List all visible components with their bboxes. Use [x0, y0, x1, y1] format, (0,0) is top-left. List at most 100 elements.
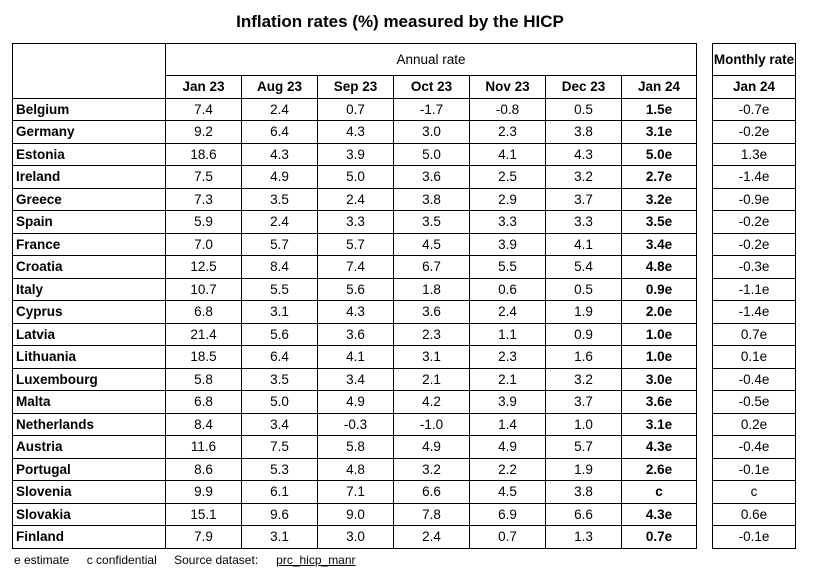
rate-cell: 2.1 — [393, 367, 470, 391]
rate-cell: 18.5 — [165, 345, 242, 369]
rate-cell: 3.3 — [545, 210, 622, 234]
rate-cell: 3.1e — [620, 120, 698, 144]
rate-cell: 7.4 — [165, 97, 242, 121]
rate-cell: 1.9 — [545, 457, 622, 481]
rate-cell: 0.7 — [317, 97, 394, 121]
rate-cell: 3.0 — [393, 120, 470, 144]
rate-cell: 15.1 — [165, 502, 242, 526]
column-header: Oct 23 — [393, 75, 470, 99]
rate-cell: 0.7e — [620, 525, 698, 549]
rate-cell: 2.6e — [620, 457, 698, 481]
rate-cell: 11.6 — [165, 435, 242, 459]
rate-cell: 3.2e — [620, 187, 698, 211]
rate-cell: 3.4 — [317, 367, 394, 391]
rate-cell: 2.4 — [469, 300, 546, 324]
rate-cell: 12.5 — [165, 255, 242, 279]
rate-cell: 1.0e — [620, 322, 698, 346]
rate-cell: 1.0 — [545, 412, 622, 436]
monthly-rate-header: Monthly rate — [712, 43, 796, 76]
table-row: -0.1e — [712, 525, 796, 549]
rate-cell: 3.2 — [545, 367, 622, 391]
monthly-rate-cell: -0.2e — [712, 120, 796, 144]
rate-cell: 5.5 — [241, 277, 318, 301]
table-row: Luxembourg 5.8 3.5 3.4 2.1 2.1 3.2 3.0e — [12, 367, 698, 391]
rate-cell: 21.4 — [165, 322, 242, 346]
rate-cell: 4.3 — [317, 120, 394, 144]
table-row: Greece 7.3 3.5 2.4 3.8 2.9 3.7 3.2e — [12, 187, 698, 211]
rate-cell: 3.0 — [317, 525, 394, 549]
monthly-rate-cell: -0.2e — [712, 210, 796, 234]
column-header: Jan 24 — [620, 75, 698, 99]
rate-cell: 5.7 — [241, 232, 318, 256]
rate-cell: 3.0e — [620, 367, 698, 391]
monthly-rate-cell: -0.1e — [712, 525, 796, 549]
table-row: -0.2e — [712, 232, 796, 256]
footer: e estimate c confidential Source dataset… — [14, 553, 370, 567]
country-name: Greece — [12, 187, 166, 211]
rate-cell: 18.6 — [165, 142, 242, 166]
rate-cell: 3.5e — [620, 210, 698, 234]
footer-confidential-note: c confidential — [86, 553, 157, 567]
monthly-rate-cell: -1.4e — [712, 165, 796, 189]
column-header: Dec 23 — [545, 75, 622, 99]
rate-cell: 0.7 — [469, 525, 546, 549]
rate-cell: 3.7 — [545, 390, 622, 414]
rate-cell: 6.6 — [393, 480, 470, 504]
rate-cell: 5.0 — [393, 142, 470, 166]
rate-cell: 4.5 — [469, 480, 546, 504]
table-row: Netherlands 8.4 3.4 -0.3 -1.0 1.4 1.0 3.1e — [12, 412, 698, 436]
rate-cell: 2.0e — [620, 300, 698, 324]
rate-cell: 0.9e — [620, 277, 698, 301]
rate-cell: 3.8 — [545, 480, 622, 504]
table-row: -1.1e — [712, 277, 796, 301]
rate-cell: 5.9 — [165, 210, 242, 234]
rate-cell: 6.7 — [393, 255, 470, 279]
rate-cell: 1.6 — [545, 345, 622, 369]
rate-cell: 6.6 — [545, 502, 622, 526]
rate-cell: 2.1 — [469, 367, 546, 391]
monthly-rate-cell: -0.3e — [712, 255, 796, 279]
rate-cell: 4.3e — [620, 435, 698, 459]
rate-cell: 0.5 — [545, 97, 622, 121]
column-header: Sep 23 — [317, 75, 394, 99]
source-dataset-link[interactable]: prc_hicp_manr — [276, 553, 356, 567]
table-row: Finland 7.9 3.1 3.0 2.4 0.7 1.3 0.7e — [12, 525, 698, 549]
table-row: -0.1e — [712, 457, 796, 481]
table-row: -0.7e — [712, 97, 796, 121]
rate-cell: 3.4e — [620, 232, 698, 256]
rate-cell: 8.4 — [165, 412, 242, 436]
rate-cell: 3.2 — [545, 165, 622, 189]
table-row: -0.5e — [712, 390, 796, 414]
rate-cell: 9.2 — [165, 120, 242, 144]
monthly-rate-table: Monthly rate Jan 24 -0.7e -0.2e 1.3e -1.4e -… — [712, 43, 796, 549]
rate-cell: 6.8 — [165, 390, 242, 414]
country-name: Croatia — [12, 255, 166, 279]
monthly-rate-cell: 0.7e — [712, 322, 796, 346]
rate-cell: 4.9 — [393, 435, 470, 459]
monthly-rate-cell: -0.5e — [712, 390, 796, 414]
rate-cell: 5.6 — [241, 322, 318, 346]
rate-cell: 1.1 — [469, 322, 546, 346]
rate-cell: 3.9 — [469, 232, 546, 256]
rate-cell: 3.2 — [393, 457, 470, 481]
annual-rate-table: Annual rate Jan 23 Aug 23 Sep 23 Oct 23 Nov … — [12, 43, 698, 549]
rate-cell: 5.0 — [317, 165, 394, 189]
rate-cell: -0.8 — [469, 97, 546, 121]
rate-cell: 2.3 — [393, 322, 470, 346]
rate-cell: 1.5e — [620, 97, 698, 121]
monthly-rate-cell: -0.4e — [712, 367, 796, 391]
rate-cell: 1.0e — [620, 345, 698, 369]
rate-cell: 3.6 — [317, 322, 394, 346]
rate-cell: 4.1 — [545, 232, 622, 256]
rate-cell: 0.6 — [469, 277, 546, 301]
monthly-rate-cell: -1.4e — [712, 300, 796, 324]
rate-cell: -1.7 — [393, 97, 470, 121]
table-row: 1.3e — [712, 142, 796, 166]
rate-cell: 5.7 — [545, 435, 622, 459]
rate-cell: 5.6 — [317, 277, 394, 301]
rate-cell: 10.7 — [165, 277, 242, 301]
rate-cell: 4.9 — [317, 390, 394, 414]
column-header: Aug 23 — [241, 75, 318, 99]
table-row: Croatia 12.5 8.4 7.4 6.7 5.5 5.4 4.8e — [12, 255, 698, 279]
annual-rate-header: Annual rate — [164, 43, 698, 76]
